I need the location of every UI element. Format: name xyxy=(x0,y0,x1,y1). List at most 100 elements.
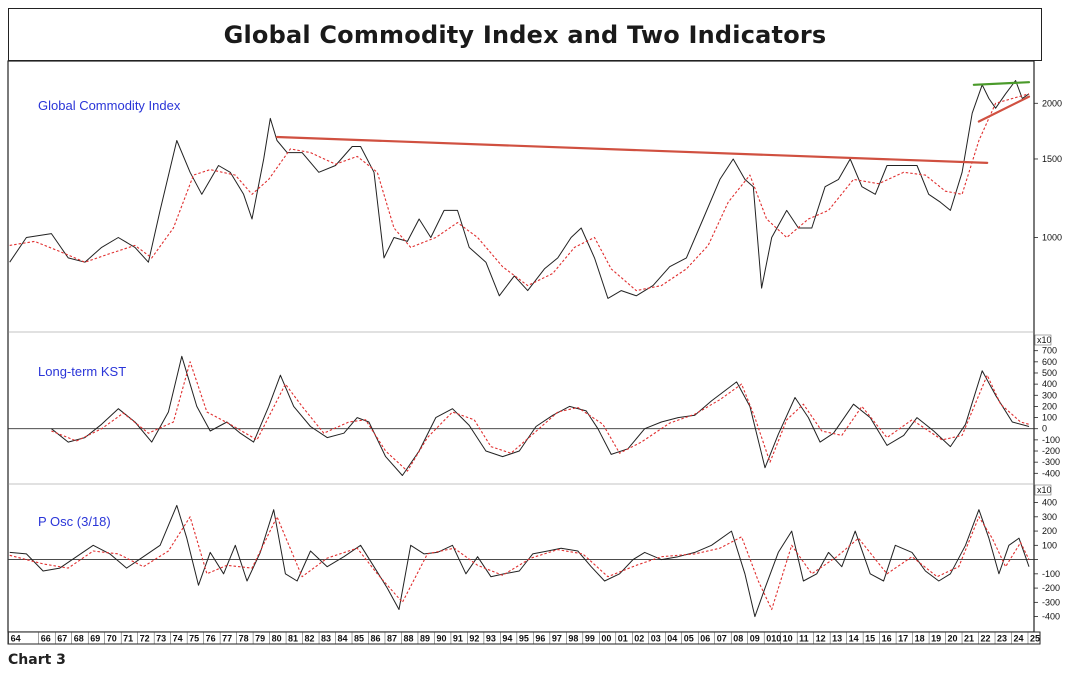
x-tick-label: 98 xyxy=(568,634,578,644)
y-tick-label: 100 xyxy=(1042,540,1057,550)
x-tick-label: 12 xyxy=(816,634,826,644)
x-tick-label: 04 xyxy=(667,634,677,644)
x-tick-label: 95 xyxy=(519,634,529,644)
x-tick-label: 80 xyxy=(272,634,282,644)
x-tick-label: 70 xyxy=(107,634,117,644)
x-tick-label: 08 xyxy=(733,634,743,644)
x-tick-label: 66 xyxy=(41,634,51,644)
x-tick-label: 87 xyxy=(387,634,397,644)
x-tick-label: 13 xyxy=(832,634,842,644)
x-tick-label: 16 xyxy=(882,634,892,644)
y-tick-label: -400 xyxy=(1042,612,1060,622)
x-tick-label: 83 xyxy=(321,634,331,644)
x-tick-label: 84 xyxy=(338,634,348,644)
chart-caption: Chart 3 xyxy=(8,652,66,668)
x-tick-label: 25 xyxy=(1030,634,1040,644)
x-tick-label: 92 xyxy=(469,634,479,644)
x-tick-label: 71 xyxy=(123,634,133,644)
x-tick-label: 67 xyxy=(57,634,67,644)
x-tick-label: 10 xyxy=(783,634,793,644)
x-tick-label: 96 xyxy=(535,634,545,644)
x-tick-label: 74 xyxy=(173,634,183,644)
y-tick-label: 1000 xyxy=(1042,232,1062,242)
y-tick-label: 600 xyxy=(1042,357,1057,367)
x-tick-label: 72 xyxy=(140,634,150,644)
x-tick-label: 06 xyxy=(700,634,710,644)
index-line xyxy=(9,504,1030,618)
y-tick-label: -200 xyxy=(1042,446,1060,456)
x-axis-strip xyxy=(7,631,1041,645)
x-tick-label: 07 xyxy=(717,634,727,644)
x-tick-label: 010 xyxy=(766,634,781,644)
y-tick-label: 200 xyxy=(1042,401,1057,411)
x-tick-label: 76 xyxy=(206,634,216,644)
x-tick-label: 81 xyxy=(288,634,298,644)
x-tick-label: 20 xyxy=(948,634,958,644)
x-tick-label: 91 xyxy=(453,634,463,644)
x-tick-label: 79 xyxy=(255,634,265,644)
x-tick-label: 05 xyxy=(684,634,694,644)
x-tick-label: 09 xyxy=(750,634,760,644)
panel-label: Global Commodity Index xyxy=(38,98,181,113)
x-tick-label: 21 xyxy=(964,634,974,644)
x-tick-label: 23 xyxy=(997,634,1007,644)
upper-trendline xyxy=(972,81,1031,86)
x-tick-label: 75 xyxy=(189,634,199,644)
scale-marker: x10 xyxy=(1037,485,1052,495)
resistance-trendline xyxy=(275,135,989,164)
x-tick-label: 17 xyxy=(898,634,908,644)
y-tick-label: 700 xyxy=(1042,346,1057,356)
y-tick-label: 400 xyxy=(1042,498,1057,508)
x-tick-label: 82 xyxy=(305,634,315,644)
x-tick-label: 68 xyxy=(74,634,84,644)
x-tick-label: 85 xyxy=(354,634,364,644)
chart-title-box: Global Commodity Index and Two Indicator… xyxy=(8,8,1042,61)
y-tick-label: 300 xyxy=(1042,390,1057,400)
y-tick-label: 300 xyxy=(1042,512,1057,522)
moving-average-line xyxy=(9,93,1030,292)
y-tick-label: -400 xyxy=(1042,468,1060,478)
index-line xyxy=(51,355,1030,476)
x-tick-label: 18 xyxy=(915,634,925,644)
x-tick-label: 73 xyxy=(156,634,166,644)
chart-title: Global Commodity Index and Two Indicator… xyxy=(223,20,827,49)
x-tick-label: 78 xyxy=(239,634,249,644)
x-tick-label: 88 xyxy=(403,634,413,644)
x-tick-label: 14 xyxy=(849,634,859,644)
x-tick-label: 11 xyxy=(799,634,809,644)
y-tick-label: 400 xyxy=(1042,379,1057,389)
x-tick-label: 69 xyxy=(90,634,100,644)
x-tick-label: 93 xyxy=(486,634,496,644)
y-tick-label: 100 xyxy=(1042,413,1057,423)
x-tick-label: 01 xyxy=(618,634,628,644)
y-tick-label: 1500 xyxy=(1042,154,1062,164)
y-tick-label: -100 xyxy=(1042,569,1060,579)
x-tick-label: 90 xyxy=(436,634,446,644)
x-tick-label: 99 xyxy=(585,634,595,644)
resistance-trendline xyxy=(977,95,1031,123)
y-tick-label: -300 xyxy=(1042,597,1060,607)
x-tick-label: 03 xyxy=(651,634,661,644)
y-tick-label: 200 xyxy=(1042,526,1057,536)
x-tick-label: 22 xyxy=(981,634,991,644)
moving-average-line xyxy=(51,361,1030,472)
y-tick-label: 500 xyxy=(1042,368,1057,378)
y-tick-label: -200 xyxy=(1042,583,1060,593)
y-tick-label: -300 xyxy=(1042,457,1060,467)
x-tick-label: 86 xyxy=(370,634,380,644)
index-line xyxy=(9,80,1030,299)
panel-label: P Osc (3/18) xyxy=(38,514,111,529)
scale-marker-box xyxy=(1034,484,1052,496)
moving-average-line xyxy=(9,516,1030,611)
x-tick-label: 24 xyxy=(1013,634,1023,644)
y-tick-label: 0 xyxy=(1042,424,1047,434)
x-tick-label: 00 xyxy=(601,634,611,644)
x-tick-label: 89 xyxy=(420,634,430,644)
x-tick-label: 15 xyxy=(865,634,875,644)
scale-marker-box xyxy=(1034,334,1052,346)
y-tick-label: -100 xyxy=(1042,435,1060,445)
x-tick-label: 19 xyxy=(931,634,941,644)
x-tick-label: 94 xyxy=(502,634,512,644)
panel-label: Long-term KST xyxy=(38,364,126,379)
